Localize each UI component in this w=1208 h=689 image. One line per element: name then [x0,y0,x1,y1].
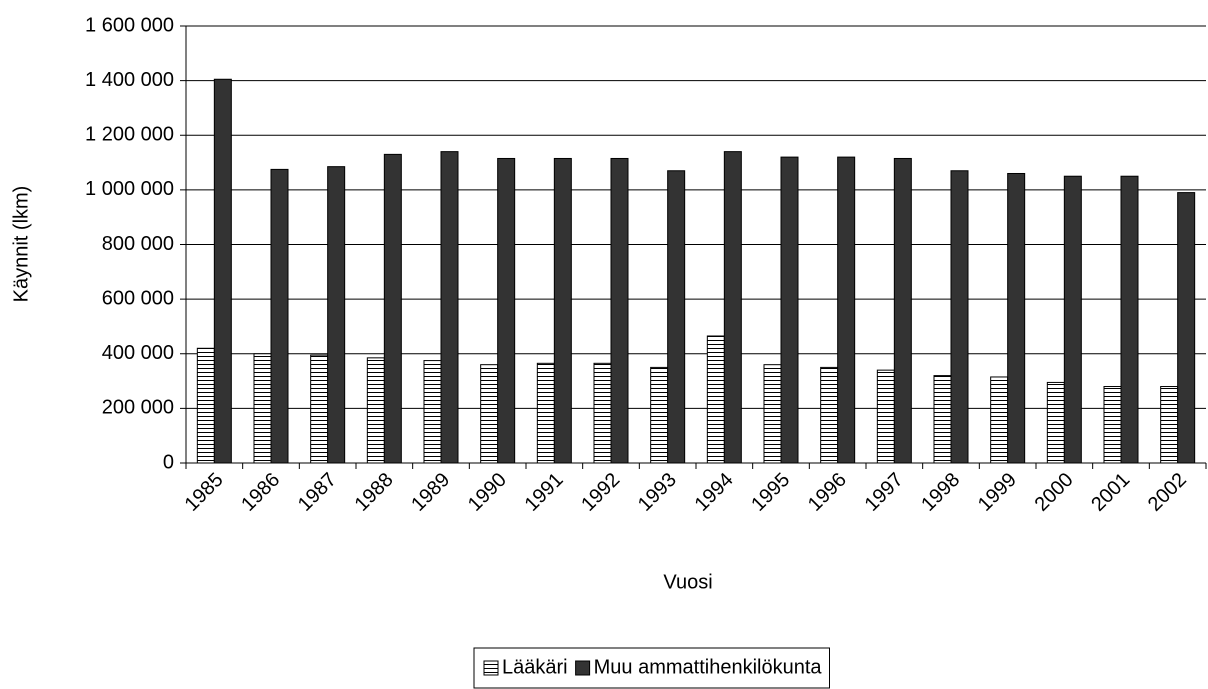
bar [820,366,839,464]
x-tick-label: 1988 [351,469,398,516]
bar [763,364,782,464]
bar [270,168,289,464]
bar [950,170,969,464]
bar [440,151,459,464]
x-tick-label: 1985 [181,469,228,516]
bar [1160,386,1179,464]
bar [610,157,629,464]
y-tick-label: 1 200 000 [85,124,174,146]
x-tick-label: 2001 [1087,469,1134,516]
bar [876,369,895,464]
x-tick-label: 2002 [1144,469,1191,516]
bar [1120,175,1139,464]
legend-swatch [483,660,499,676]
y-tick-label: 600 000 [102,287,174,309]
y-tick-label: 200 000 [102,397,174,419]
bar [723,151,742,464]
x-tick-label: 1996 [804,469,851,516]
x-tick-label: 1989 [407,469,454,516]
x-tick-label: 1995 [747,469,794,516]
x-tick-label: 1999 [974,469,1021,516]
bar [990,376,1009,464]
x-tick-label: 1992 [577,469,624,516]
x-tick-label: 1990 [464,469,511,516]
bar [423,360,442,464]
bar [310,354,329,464]
bar [667,170,686,464]
y-tick-label: 0 [163,451,174,473]
y-tick-label: 400 000 [102,342,174,364]
bar [327,166,346,464]
x-axis-title: Vuosi [663,571,712,593]
bar [933,375,952,464]
legend-label: Lääkäri [502,656,568,678]
bar [837,156,856,464]
x-tick-label: 1998 [917,469,964,516]
bar [1046,381,1065,464]
y-tick-label: 800 000 [102,233,174,255]
legend-box [473,647,830,689]
x-tick-label: 1993 [634,469,681,516]
x-tick-label: 1986 [237,469,284,516]
bar [213,78,232,464]
bar [480,364,499,464]
y-tick-label: 1 000 000 [85,178,174,200]
x-tick-label: 1994 [691,469,738,516]
bar [383,153,402,464]
legend-label: Muu ammattihenkilökunta [594,656,823,678]
bar [706,335,725,464]
bar [1063,175,1082,464]
bar [650,366,669,464]
y-tick-label: 1 400 000 [85,69,174,91]
y-tick-label: 1 600 000 [85,14,174,36]
bar [536,362,555,464]
bar [497,157,516,464]
x-tick-label: 1991 [521,469,568,516]
bar [893,157,912,464]
legend: Lääkäri Muu ammattihenkilökunta [473,647,830,689]
x-tick-label: 1997 [861,469,908,516]
bar [553,157,572,464]
y-axis-title: Käynnit (lkm) [10,186,32,303]
x-tick-label: 1987 [294,469,341,516]
bar [1103,386,1122,464]
bar [366,357,385,464]
bar [780,156,799,464]
legend-swatch [575,660,591,676]
bar [593,362,612,464]
x-tick-label: 2000 [1031,469,1078,516]
bar [253,353,272,464]
bar [1177,192,1196,464]
bar [196,347,215,464]
bar [1007,172,1026,464]
